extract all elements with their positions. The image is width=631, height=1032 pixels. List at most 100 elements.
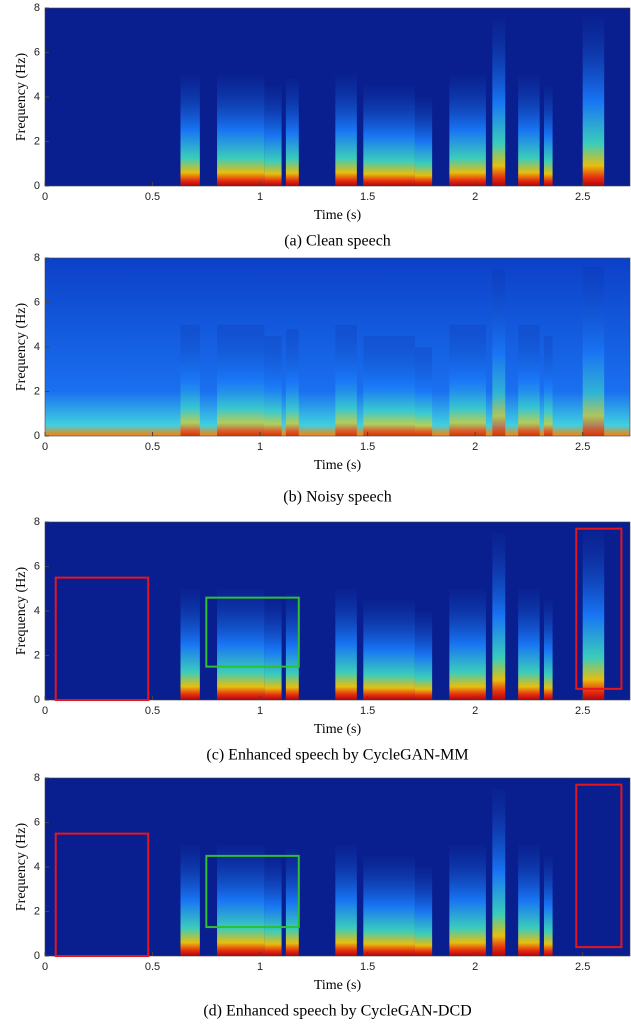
energy-band <box>217 588 265 700</box>
energy-band <box>180 844 200 956</box>
highlight-box <box>205 854 300 929</box>
x-tick-label: 1.5 <box>360 705 375 717</box>
energy-band <box>543 85 553 186</box>
energy-band <box>543 855 553 956</box>
x-tick-label: 2.5 <box>575 705 590 717</box>
x-tick-label: 1 <box>257 191 263 203</box>
y-tick-label: 8 <box>34 772 40 784</box>
x-tick-label: 0 <box>42 441 48 453</box>
highlight-box <box>205 596 300 668</box>
y-tick-label: 2 <box>34 905 40 917</box>
y-tick-label: 0 <box>34 950 40 962</box>
x-axis-label: Time (s) <box>314 208 362 223</box>
spectrogram-texture <box>180 266 605 436</box>
x-tick-label: 0 <box>42 705 48 717</box>
energy-band <box>335 844 357 956</box>
x-tick-label: 2 <box>472 191 478 203</box>
energy-band <box>492 269 506 436</box>
x-tick-label: 0 <box>42 961 48 973</box>
caption: (c) Enhanced speech by CycleGAN-MM <box>206 747 468 764</box>
highlight-box <box>575 783 623 949</box>
x-tick-label: 0.5 <box>145 441 160 453</box>
spectrogram-texture <box>180 530 605 700</box>
energy-band <box>582 266 605 436</box>
energy-band <box>543 599 553 700</box>
y-axis-label: Frequency (Hz) <box>14 53 29 142</box>
energy-band <box>449 588 486 700</box>
y-tick-label: 6 <box>34 46 40 58</box>
energy-band <box>363 85 415 186</box>
energy-band <box>449 74 486 186</box>
x-tick-label: 1.5 <box>360 441 375 453</box>
energy-band <box>363 599 415 700</box>
spectrogram-texture <box>180 789 553 956</box>
caption: (a) Clean speech <box>284 233 391 250</box>
highlight-box <box>54 832 150 957</box>
x-tick-label: 0 <box>42 191 48 203</box>
energy-band <box>217 74 265 186</box>
energy-band <box>582 530 605 700</box>
x-tick-label: 1 <box>257 705 263 717</box>
y-tick-label: 2 <box>34 135 40 147</box>
energy-band <box>582 16 605 187</box>
energy-band <box>335 588 357 700</box>
x-tick-label: 2 <box>472 705 478 717</box>
x-axis-label: Time (s) <box>314 458 362 473</box>
energy-band <box>414 611 433 700</box>
energy-band <box>492 19 506 186</box>
y-tick-label: 8 <box>34 252 40 264</box>
energy-band <box>335 74 357 186</box>
energy-band <box>180 324 200 436</box>
x-tick-label: 1 <box>257 441 263 453</box>
energy-band <box>518 844 540 956</box>
y-tick-label: 0 <box>34 180 40 192</box>
y-tick-label: 2 <box>34 385 40 397</box>
highlight-box <box>575 527 623 690</box>
energy-band <box>285 849 299 956</box>
energy-band <box>518 74 540 186</box>
x-tick-label: 0.5 <box>145 191 160 203</box>
x-tick-label: 2.5 <box>575 191 590 203</box>
y-axis-label: Frequency (Hz) <box>14 823 29 912</box>
energy-band <box>217 844 265 956</box>
x-tick-label: 0.5 <box>145 961 160 973</box>
energy-band <box>543 335 553 436</box>
energy-band <box>449 844 486 956</box>
x-axis-label: Time (s) <box>314 978 362 993</box>
energy-band <box>518 324 540 436</box>
y-axis-label: Frequency (Hz) <box>14 303 29 392</box>
y-tick-label: 4 <box>34 605 40 617</box>
y-tick-label: 6 <box>34 816 40 828</box>
x-tick-label: 1 <box>257 961 263 973</box>
x-tick-label: 2.5 <box>575 441 590 453</box>
y-tick-label: 4 <box>34 341 40 353</box>
energy-band <box>217 324 265 436</box>
x-tick-label: 2 <box>472 441 478 453</box>
y-tick-label: 4 <box>34 91 40 103</box>
energy-band <box>285 329 299 436</box>
y-tick-label: 6 <box>34 296 40 308</box>
x-tick-label: 1.5 <box>360 961 375 973</box>
x-tick-label: 2 <box>472 961 478 973</box>
spectrogram-texture <box>180 16 605 187</box>
energy-band <box>285 593 299 700</box>
x-tick-label: 1.5 <box>360 191 375 203</box>
x-tick-label: 0.5 <box>145 705 160 717</box>
caption: (d) Enhanced speech by CycleGAN-DCD <box>203 1003 471 1020</box>
y-axis-label: Frequency (Hz) <box>14 567 29 656</box>
y-tick-label: 0 <box>34 694 40 706</box>
energy-band <box>264 335 282 436</box>
energy-band <box>518 588 540 700</box>
energy-band <box>414 347 433 436</box>
energy-band <box>264 855 282 956</box>
energy-band <box>492 533 506 700</box>
energy-band <box>180 74 200 186</box>
y-tick-label: 8 <box>34 516 40 528</box>
highlight-box <box>54 576 150 701</box>
energy-band <box>264 85 282 186</box>
energy-band <box>264 599 282 700</box>
energy-band <box>449 324 486 436</box>
energy-band <box>285 79 299 186</box>
